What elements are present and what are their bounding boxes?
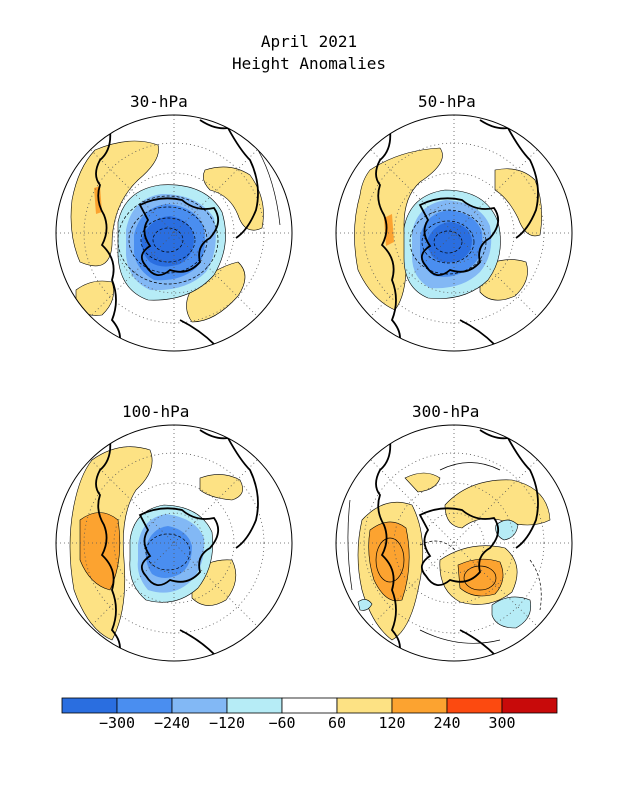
colorbar-tick-label: −120: [208, 714, 246, 732]
colorbar-swatch: [281, 697, 338, 714]
positive-anomaly-area: [354, 147, 443, 311]
coastline: [375, 119, 539, 347]
colorbar-swatch: [226, 697, 283, 714]
panel-label-100hpa: 100-hPa: [122, 402, 190, 421]
colorbar-swatch: [61, 697, 118, 714]
coastline: [95, 119, 259, 347]
colorbar-swatch: [171, 697, 228, 714]
coastline: [95, 429, 259, 657]
polar-map-30hpa: [55, 114, 293, 352]
negative-anomaly-area: [357, 599, 373, 611]
colorbar-swatch: [446, 697, 503, 714]
panel-label-30hpa: 30-hPa: [130, 92, 188, 111]
positive-anomaly-area: [199, 474, 243, 501]
colorbar-swatch: [391, 697, 448, 714]
colorbar-swatch: [116, 697, 173, 714]
negative-anomaly-core: [141, 216, 194, 267]
panel-label-300hpa: 300-hPa: [412, 402, 480, 421]
positive-anomaly-area: [404, 472, 441, 493]
panel-label-50hpa: 50-hPa: [418, 92, 476, 111]
colorbar-tick-label: 120: [378, 714, 406, 732]
positive-anomaly-area: [494, 168, 542, 237]
colorbar-tick-label: 300: [488, 714, 516, 732]
colorbar-tick-label: −60: [268, 714, 296, 732]
negative-anomaly-core: [145, 526, 192, 578]
coastline: [375, 429, 539, 657]
strong-positive-anomaly-area: [79, 512, 121, 591]
positive-anomaly-area: [70, 140, 159, 267]
polar-map-300hpa: [335, 424, 573, 662]
page-subtitle: Height Anomalies: [231, 54, 387, 73]
colorbar-tick-label: 60: [327, 714, 347, 732]
page-title: April 2021: [260, 32, 358, 51]
colorbar: [61, 697, 558, 714]
polar-map-100hpa: [55, 424, 293, 662]
colorbar-tick-label: 240: [433, 714, 461, 732]
colorbar-tick-label: −240: [153, 714, 191, 732]
colorbar-swatch: [336, 697, 393, 714]
polar-map-50hpa: [335, 114, 573, 352]
negative-anomaly-core: [427, 222, 472, 263]
negative-anomaly-area: [491, 596, 531, 629]
colorbar-swatch: [501, 697, 558, 714]
colorbar-tick-label: −300: [98, 714, 136, 732]
positive-anomaly-area: [203, 166, 264, 231]
